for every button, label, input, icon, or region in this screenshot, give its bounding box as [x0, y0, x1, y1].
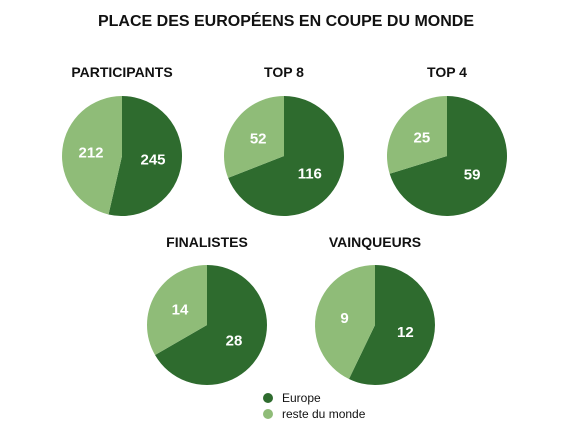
slice-label-europe: 116	[298, 166, 322, 183]
pie-chart-top-4: TOP 4 59 25	[387, 64, 508, 217]
pie-slice-rest-of-world	[147, 265, 207, 355]
pie-title: TOP 4	[427, 64, 467, 80]
chart-title: PLACE DES EUROPÉENS EN COUPE DU MONDE	[98, 11, 474, 30]
pie-chart-finalistes: FINALISTES 28 14	[147, 234, 268, 385]
pie-chart-vainqueurs: VAINQUEURS 12 9	[314, 234, 435, 385]
pie-slice-europe	[108, 95, 183, 216]
legend-label-rest-of-world: reste du monde	[282, 407, 366, 421]
slice-label-europe: 245	[140, 152, 165, 169]
pie-slice-rest-of-world	[387, 96, 447, 174]
slice-label-europe: 12	[397, 324, 414, 341]
slice-label-rest-of-world: 212	[78, 145, 103, 162]
pie-chart-top-8: TOP 8 116 52	[224, 64, 345, 216]
pie-slice-europe	[228, 95, 345, 216]
pie-title: FINALISTES	[166, 234, 248, 250]
pie-title: PARTICIPANTS	[71, 64, 172, 80]
pie-title: TOP 8	[264, 64, 304, 80]
pie-chart-participants: PARTICIPANTS 245 212	[62, 64, 183, 216]
slice-label-rest-of-world: 52	[250, 130, 267, 147]
pie-slice-rest-of-world	[62, 96, 122, 215]
slice-label-rest-of-world: 9	[340, 310, 348, 327]
slice-label-rest-of-world: 25	[414, 130, 431, 147]
pie-slice-rest-of-world	[314, 265, 375, 380]
pie-slice-europe	[348, 265, 435, 385]
slice-label-europe: 28	[226, 333, 243, 350]
pie-title: VAINQUEURS	[329, 234, 421, 250]
pie-slice-rest-of-world	[224, 96, 284, 178]
legend-label-europe: Europe	[282, 391, 321, 405]
pie-slice-europe	[389, 95, 508, 217]
legend: Europe reste du monde	[263, 391, 366, 421]
slice-label-europe: 59	[464, 167, 481, 184]
slice-label-rest-of-world: 14	[172, 301, 189, 318]
pie-slice-europe	[155, 265, 268, 385]
legend-marker-europe	[263, 393, 273, 403]
legend-marker-rest-of-world	[263, 409, 273, 419]
